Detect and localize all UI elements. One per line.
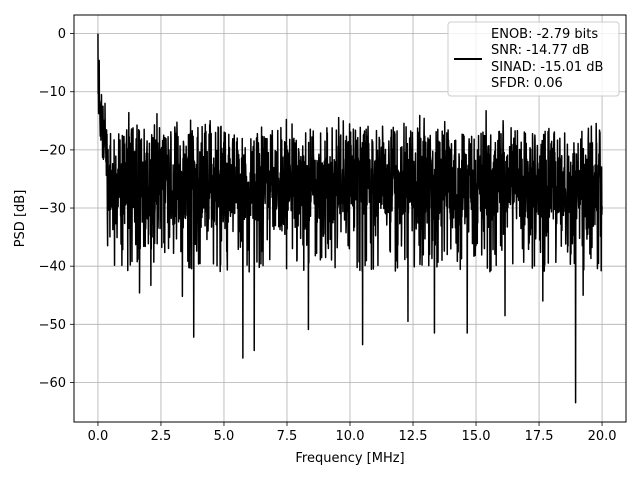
legend-line-1: ENOB: -2.79 bits bbox=[491, 27, 598, 42]
y-tick-label: −60 bbox=[39, 376, 66, 391]
x-tick-label: 10.0 bbox=[336, 429, 365, 444]
axis-ticks: 0.0 2.5 5.0 7.5 10.0 12.5 15.0 17.5 20.0 0 −10 −20 −… bbox=[39, 27, 617, 444]
y-tick-label: 0 bbox=[58, 27, 66, 42]
legend: ENOB: -2.79 bits SNR: -14.77 dB SINAD: -… bbox=[447, 21, 620, 97]
series-group bbox=[97, 33, 603, 404]
x-tick-label: 7.5 bbox=[277, 429, 298, 444]
y-tick-label: −20 bbox=[39, 143, 66, 158]
legend-line-2: SNR: -14.77 dB bbox=[491, 43, 589, 58]
x-tick-label: 0.0 bbox=[88, 429, 109, 444]
x-tick-label: 17.5 bbox=[525, 429, 554, 444]
x-tick-label: 5.0 bbox=[214, 429, 235, 444]
y-axis-label: PSD [dB] bbox=[13, 190, 28, 248]
x-tick-label: 20.0 bbox=[588, 429, 617, 444]
x-tick-label: 2.5 bbox=[151, 429, 172, 444]
y-tick-label: −40 bbox=[39, 260, 66, 275]
x-tick-label: 15.0 bbox=[462, 429, 491, 444]
y-tick-label: −10 bbox=[39, 85, 66, 100]
x-tick-label: 12.5 bbox=[399, 429, 428, 444]
y-tick-label: −30 bbox=[39, 202, 66, 217]
legend-line-4: SFDR: 0.06 bbox=[491, 76, 563, 91]
y-tick-label: −50 bbox=[39, 318, 66, 333]
legend-box bbox=[447, 21, 620, 97]
x-axis-label: Frequency [MHz] bbox=[295, 451, 404, 466]
legend-line-3: SINAD: -15.01 dB bbox=[491, 60, 603, 75]
psd-series-line bbox=[97, 33, 603, 404]
